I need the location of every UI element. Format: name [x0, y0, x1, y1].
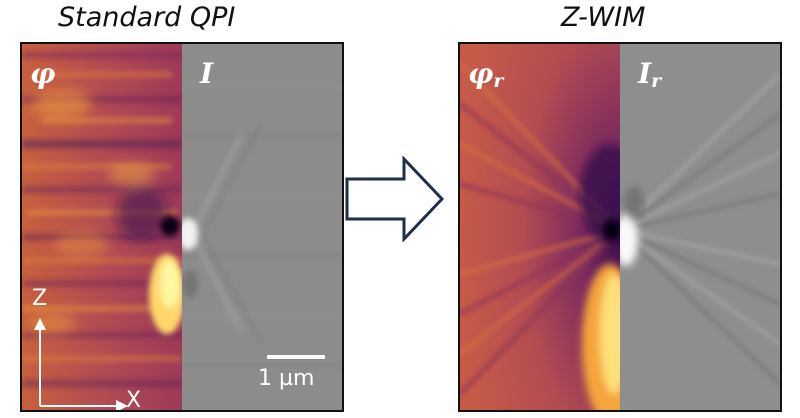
scale-bar-label: 1 µm [258, 366, 315, 391]
intensity-label: I [200, 57, 214, 90]
standard-qpi-panel: φ I 1 µm Z X [20, 42, 344, 412]
retrieved-intensity-label: Ir [638, 57, 662, 92]
z-wim-title: Z-WIM [561, 2, 646, 33]
retrieved-phase-image [460, 44, 620, 410]
standard-qpi-title: Standard QPI [58, 2, 236, 33]
x-axis-label: X [126, 388, 142, 412]
retrieved-intensity-image [620, 44, 780, 410]
scale-bar [267, 355, 325, 359]
retrieved-phase-label: φr [468, 57, 504, 92]
axes-icon [34, 318, 128, 410]
right-arrow-icon [345, 156, 445, 242]
phase-image [22, 44, 182, 410]
z-axis-label: Z [32, 286, 48, 311]
phase-label: φ [30, 57, 56, 90]
intensity-image [182, 44, 342, 410]
z-wim-panel: φr Ir [458, 42, 782, 412]
